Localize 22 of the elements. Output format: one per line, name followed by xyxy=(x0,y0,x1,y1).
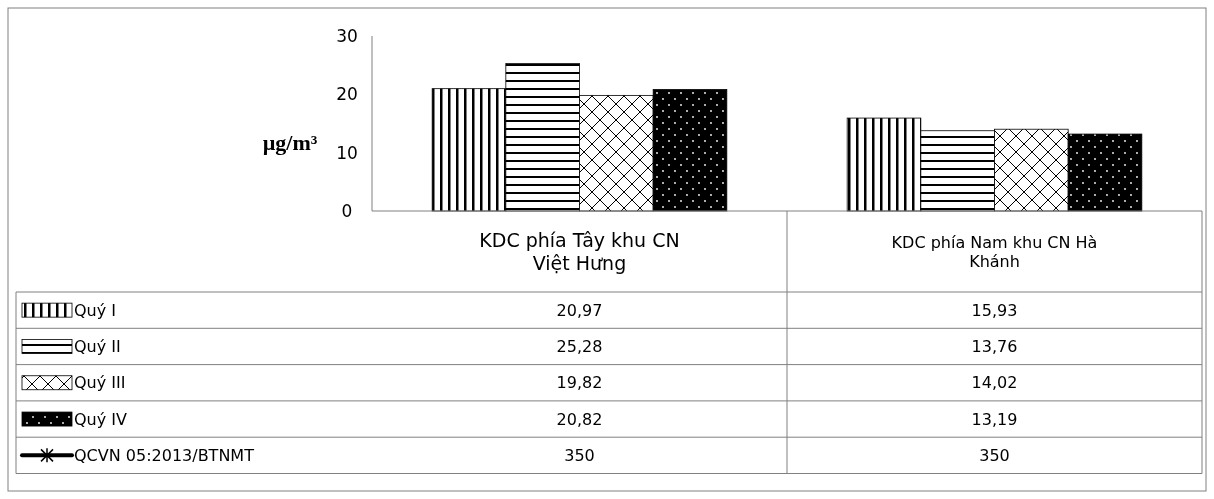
y-tick-label: 10 xyxy=(336,142,358,163)
text: 350 xyxy=(979,445,1010,465)
data-label: 25,28 xyxy=(556,337,603,357)
text: 350 xyxy=(564,445,595,465)
y-tick-label: 30 xyxy=(336,25,358,46)
data-label: 20,97 xyxy=(556,300,603,320)
x-tick-label: KDC phía Nam khu CN Hà Khánh xyxy=(891,232,1098,271)
y-tick-label: 0 xyxy=(341,200,353,221)
data-label: 14,02 xyxy=(971,373,1018,393)
legend-label: Quý IV xyxy=(74,409,128,429)
y-tick-label: 20 xyxy=(336,84,358,105)
legend-label: Quý III xyxy=(74,373,126,393)
data-label: 13,19 xyxy=(971,409,1018,429)
y-axis-title: µg/m³ xyxy=(262,130,318,155)
data-label: 19,82 xyxy=(556,373,603,393)
legend-label: Quý I xyxy=(74,300,117,320)
data-label: 15,93 xyxy=(971,300,1018,320)
legend-label: Quý II xyxy=(74,337,121,357)
data-label: 13,76 xyxy=(971,337,1018,357)
x-tick-label: KDC phía Tây khu CN Việt Hưng xyxy=(479,228,680,274)
data-label: 20,82 xyxy=(556,409,603,429)
legend-label: QCVN 05:2013/BTNMT xyxy=(74,445,255,465)
